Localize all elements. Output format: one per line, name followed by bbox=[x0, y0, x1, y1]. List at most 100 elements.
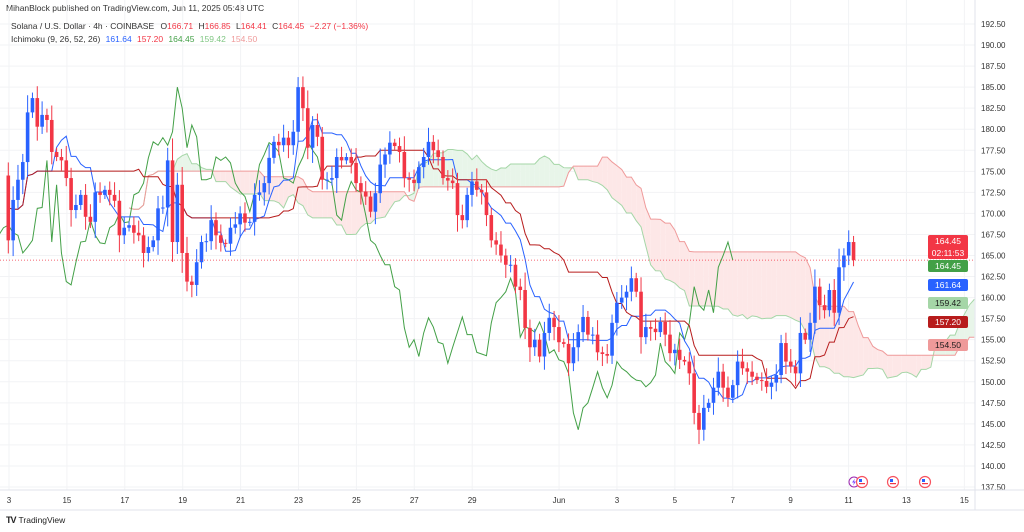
span-b-tag: 154.50 bbox=[928, 339, 968, 351]
ichimoku-cloud-segment bbox=[916, 355, 922, 378]
candle bbox=[402, 136, 407, 188]
candle-body bbox=[373, 193, 378, 212]
flag-canton bbox=[859, 479, 862, 482]
candle bbox=[209, 205, 213, 250]
candle-body bbox=[788, 361, 793, 367]
x-tick-label: 11 bbox=[844, 496, 853, 505]
candle bbox=[484, 179, 489, 227]
candle-body bbox=[658, 322, 663, 333]
candle bbox=[600, 346, 605, 367]
candle-body bbox=[392, 142, 397, 147]
ichimoku-cloud-segment bbox=[660, 219, 666, 279]
candle-body bbox=[566, 343, 571, 364]
ichimoku-legend[interactable]: Ichimoku (9, 26, 52, 26) 161.64 157.20 1… bbox=[11, 33, 368, 46]
candle-body bbox=[421, 157, 426, 168]
candle bbox=[378, 148, 383, 203]
candle bbox=[755, 372, 759, 384]
base-line-tag: 157.20 bbox=[928, 316, 968, 328]
ichimoku-cloud-segment bbox=[737, 251, 743, 317]
candle bbox=[392, 138, 397, 150]
ichimoku-cloud-segment bbox=[776, 251, 782, 316]
candle bbox=[692, 355, 696, 425]
candle bbox=[851, 235, 856, 267]
candle bbox=[740, 348, 745, 375]
x-tick-label: 21 bbox=[236, 496, 245, 505]
y-tick-label: 185.00 bbox=[981, 83, 1006, 92]
candle bbox=[325, 172, 329, 190]
candle-body bbox=[808, 322, 812, 340]
candle bbox=[16, 164, 20, 209]
ichimoku-cloud-segment bbox=[423, 161, 429, 187]
candle-body bbox=[383, 154, 387, 165]
candle bbox=[359, 176, 363, 205]
candle bbox=[93, 182, 98, 239]
candle bbox=[78, 190, 83, 210]
candle bbox=[759, 372, 764, 391]
last-price-tag: 164.45 02:11:53 bbox=[928, 235, 968, 259]
candle-body bbox=[465, 194, 469, 221]
ichimoku-cloud-segment bbox=[901, 355, 907, 373]
candle bbox=[697, 404, 701, 445]
candle-body bbox=[581, 316, 585, 333]
candle-body bbox=[431, 141, 436, 151]
ichimoku-cloud-segment bbox=[471, 155, 477, 187]
low-label: L bbox=[236, 21, 241, 31]
candle-body bbox=[446, 178, 450, 181]
candle bbox=[745, 362, 750, 384]
candle-body bbox=[634, 278, 638, 292]
candle-body bbox=[112, 194, 117, 201]
ichimoku-cloud-segment bbox=[926, 355, 931, 370]
x-tick-label: 13 bbox=[902, 496, 911, 505]
candle bbox=[750, 361, 754, 386]
candle bbox=[301, 76, 305, 122]
ichimoku-cloud-segment bbox=[761, 251, 767, 319]
candle-body bbox=[98, 192, 102, 195]
candle bbox=[54, 147, 59, 162]
y-tick-label: 162.50 bbox=[981, 273, 1006, 282]
candle-body bbox=[716, 371, 721, 388]
candle-body bbox=[170, 160, 175, 243]
candle bbox=[595, 320, 600, 361]
candle bbox=[252, 183, 257, 236]
candle-body bbox=[740, 361, 745, 369]
y-tick-label: 150.00 bbox=[981, 378, 1006, 387]
candle-body bbox=[798, 332, 803, 374]
candle bbox=[165, 147, 170, 227]
ichimoku-cloud-segment bbox=[317, 191, 323, 218]
ichimoku-cloud-segment bbox=[718, 251, 724, 309]
candle-body bbox=[499, 244, 503, 256]
candle-body bbox=[354, 162, 358, 184]
ichimoku-cloud-segment bbox=[583, 166, 588, 180]
candle-body bbox=[624, 291, 629, 298]
ichimoku-cloud-segment bbox=[457, 150, 463, 187]
ichimoku-cloud-segment bbox=[616, 165, 622, 206]
candle bbox=[846, 230, 851, 266]
ichimoku-cloud-segment bbox=[462, 150, 468, 187]
candle bbox=[479, 183, 484, 205]
tradingview-logo[interactable]: TV TradingView bbox=[6, 515, 65, 525]
y-tick-label: 177.50 bbox=[981, 146, 1006, 155]
candle bbox=[214, 212, 218, 250]
candle bbox=[518, 278, 523, 301]
candle bbox=[528, 319, 532, 362]
y-tick-label: 165.00 bbox=[981, 252, 1006, 261]
candle-body bbox=[479, 189, 484, 193]
candle-body bbox=[436, 150, 440, 158]
candle-body bbox=[417, 167, 421, 184]
candle bbox=[726, 376, 730, 407]
ichimoku-cloud-segment bbox=[906, 355, 912, 375]
ichimoku-cloud-segment bbox=[428, 153, 434, 187]
candle bbox=[842, 248, 846, 281]
candle-body bbox=[238, 213, 242, 225]
candle bbox=[547, 303, 552, 341]
candle-body bbox=[610, 322, 614, 356]
symbol-legend[interactable]: Solana / U.S. Dollar · 4h · COINBASE O16… bbox=[11, 20, 368, 33]
ichimoku-cloud-segment bbox=[399, 191, 405, 201]
candle-body bbox=[687, 361, 692, 374]
candle bbox=[127, 221, 131, 232]
ichimoku-cloud-segment bbox=[273, 176, 279, 203]
candle bbox=[199, 235, 204, 269]
candle-body bbox=[83, 194, 88, 217]
x-tick-label: 9 bbox=[788, 496, 793, 505]
